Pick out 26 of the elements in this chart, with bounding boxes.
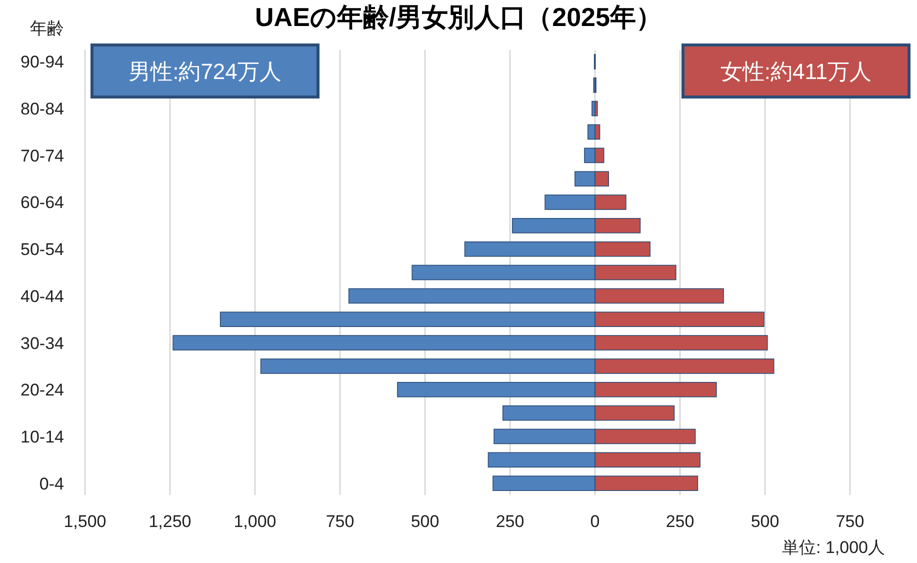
y-tick-label: 70-74: [20, 146, 64, 166]
y-tick-label: 60-64: [20, 193, 64, 212]
x-tick-label: 750: [326, 512, 354, 531]
x-tick-label: 1,250: [148, 512, 192, 531]
y-tick-label: 0-4: [39, 474, 64, 494]
legend-item: 女性:約411万人: [682, 44, 910, 98]
text: 単位: 1,000人: [782, 538, 885, 557]
x-tick-label: 250: [666, 512, 694, 531]
x-tick-label: 750: [836, 512, 864, 531]
x-tick-label: 250: [496, 512, 524, 531]
x-tick-label: 1,000: [234, 512, 276, 531]
y-tick-label: 30-34: [20, 334, 64, 353]
y-tick-label: 40-44: [20, 286, 64, 306]
y-tick-label: 80-84: [20, 100, 64, 119]
y-tick-label: 90-94: [20, 52, 64, 72]
x-tick-label: 500: [750, 512, 780, 531]
y-axis-title: 年齢: [30, 19, 64, 38]
x-tick-label: 1,500: [64, 512, 106, 531]
x-tick-label: 500: [410, 512, 440, 531]
legend-item: 男性:約724万人: [90, 44, 320, 98]
y-tick-label: 10-14: [20, 427, 64, 446]
chart-title: UAEの年齢/男女別人口（2025年）: [255, 2, 662, 32]
bar: [594, 100, 598, 116]
x-tick-label: 0: [590, 512, 600, 531]
y-tick-label: 20-24: [20, 380, 64, 400]
y-tick-label: 50-54: [20, 240, 64, 260]
